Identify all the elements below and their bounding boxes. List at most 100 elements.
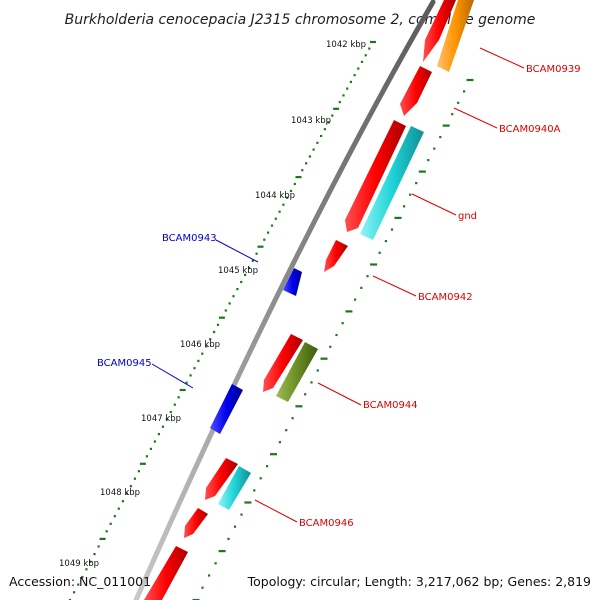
gene-feature-bcam0944[interactable] [263,334,303,392]
reverse-genes [210,268,302,434]
minor-tick [117,507,120,510]
minor-tick [312,148,315,151]
gene-label[interactable]: BCAM0945 [97,358,152,369]
gene-label[interactable]: BCAM0942 [418,292,473,303]
minor-tick [433,147,436,150]
gene-feature[interactable] [144,546,188,600]
minor-tick [305,162,308,165]
major-tick [295,176,302,179]
minor-tick [109,522,112,525]
major-tick [370,40,376,44]
minor-tick [213,330,216,334]
gene-label[interactable]: BCAM0944 [363,400,418,411]
minor-tick [323,128,326,131]
minor-tick [255,252,258,255]
minor-tick [335,333,338,337]
gene-feature-bcam0945[interactable] [210,384,243,434]
minor-tick [227,537,230,540]
major-tick [394,216,402,219]
minor-tick [105,530,108,533]
minor-tick [153,440,156,443]
minor-tick [289,189,293,192]
scale-label: 1043 kbp [291,116,331,126]
minor-tick [209,338,212,341]
minor-tick [342,94,345,97]
minor-tick [129,485,132,488]
minor-tick [133,477,136,480]
gene-label[interactable]: BCAM0940A [499,124,561,135]
gene-feature-bcam0943[interactable] [283,268,302,296]
gene-label[interactable]: BCAM0939 [526,64,581,75]
minor-tick [232,295,235,298]
minor-tick [403,205,406,208]
minor-tick [208,574,211,577]
forward-genes [144,0,456,600]
minor-tick [85,568,88,571]
minor-tick [415,182,418,185]
minor-tick [286,196,289,199]
gene-feature-bcam0942[interactable] [324,240,348,272]
gene-labels: BCAM0939 BCAM0940A gnd BCAM0942 BCAM0944… [97,64,581,529]
minor-tick [173,403,176,406]
major-tick [295,405,303,408]
minor-tick [81,575,84,579]
minor-tick [137,470,140,473]
minor-tick [409,193,412,196]
minor-tick [310,381,313,384]
scale-ring [68,40,376,600]
minor-tick [451,113,454,116]
minor-tick [266,465,269,468]
cds-feature-orange[interactable] [437,0,474,72]
minor-tick [282,203,285,206]
gene-feature-gnd[interactable] [345,120,406,232]
scale-label: 1049 kbp [59,559,99,569]
minor-tick [349,80,352,83]
major-tick [244,501,252,504]
cds-feature-cyan[interactable] [218,466,251,510]
minor-tick [240,280,243,284]
minor-tick [251,259,254,262]
minor-tick [278,210,281,213]
chromosome-backbone [133,0,436,600]
minor-tick [327,121,330,124]
major-tick [218,550,226,553]
minor-tick [157,433,160,436]
minor-tick [216,323,220,326]
minor-tick [263,238,266,241]
major-tick [320,357,328,360]
minor-tick [329,345,332,348]
gene-feature-bcam0939[interactable] [423,0,456,62]
gene-feature-bcam0946[interactable] [205,458,238,500]
minor-tick [316,369,319,372]
major-tick [218,316,225,319]
minor-tick [201,586,204,589]
scale-label: 1048 kbp [100,488,140,498]
minor-tick [247,266,251,269]
minor-tick [77,583,80,586]
gene-label[interactable]: gnd [458,211,477,222]
major-tick [257,245,264,248]
accession-text: Accession: NC_011001 [9,574,151,589]
gene-label[interactable]: BCAM0943 [162,233,217,244]
minor-tick [463,90,466,93]
minor-tick [341,322,344,325]
minor-tick [145,455,148,458]
minor-tick [384,240,387,243]
minor-tick [89,560,92,563]
genome-summary-text: Topology: circular; Length: 3,217,062 bp… [247,574,591,589]
major-tick [466,78,474,82]
major-tick [418,170,426,173]
major-tick [179,388,186,392]
gene-label[interactable]: BCAM0946 [299,518,354,529]
leader-lines [151,47,525,523]
minor-tick [304,393,307,396]
cds-feature-cyan-gnd[interactable] [360,126,424,240]
minor-tick [331,114,334,117]
gene-feature[interactable] [184,508,208,538]
gene-feature-bcam0940a[interactable] [400,66,432,116]
minor-tick [240,513,243,516]
minor-tick [360,286,363,289]
minor-tick [457,101,460,104]
cds-feature-olive[interactable] [276,342,318,402]
